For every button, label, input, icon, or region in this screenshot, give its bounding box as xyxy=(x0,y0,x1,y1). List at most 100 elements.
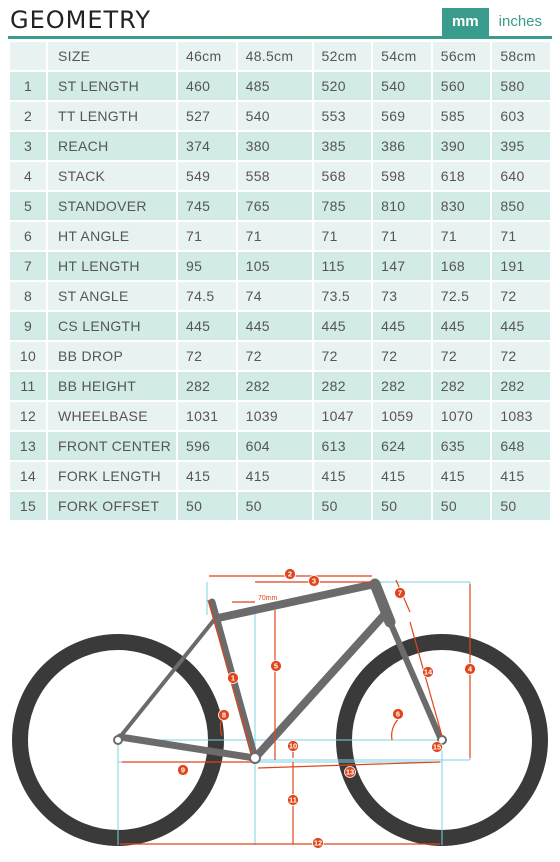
table-header-size-col: 56cm xyxy=(432,42,491,70)
diagram-marker: 6 xyxy=(392,708,404,720)
table-cell: 765 xyxy=(237,192,312,220)
table-cell: 50 xyxy=(237,492,312,520)
table-cell: 569 xyxy=(373,102,431,130)
table-row: 12 WHEELBASE 1031 1039 1047 1059 1070 1083 xyxy=(10,402,550,430)
row-number: 4 xyxy=(10,162,46,190)
table-cell: 585 xyxy=(432,102,491,130)
table-cell: 73 xyxy=(373,282,431,310)
table-cell: 415 xyxy=(373,462,431,490)
diagram-marker: 2 xyxy=(284,568,296,580)
table-cell: 785 xyxy=(313,192,372,220)
marker-label: 12 xyxy=(314,839,322,848)
table-cell: 568 xyxy=(313,162,372,190)
table-header-size-col: 48.5cm xyxy=(237,42,312,70)
table-cell: 386 xyxy=(373,132,431,160)
table-cell: 415 xyxy=(313,462,372,490)
table-cell: 374 xyxy=(178,132,236,160)
marker-label: 4 xyxy=(468,665,473,674)
row-label: REACH xyxy=(48,132,176,160)
row-number: 7 xyxy=(10,252,46,280)
table-cell: 527 xyxy=(178,102,236,130)
table-cell: 445 xyxy=(237,312,312,340)
marker-label: 14 xyxy=(424,668,433,677)
table-header-num xyxy=(10,42,46,70)
unit-toggle: mm inches xyxy=(441,8,552,36)
table-cell: 191 xyxy=(492,252,550,280)
diagram-marker: 8 xyxy=(218,709,230,721)
marker-label: 8 xyxy=(222,711,226,720)
row-number: 14 xyxy=(10,462,46,490)
row-label: HT LENGTH xyxy=(48,252,176,280)
unit-inches-button[interactable]: inches xyxy=(498,13,542,30)
marker-label: 3 xyxy=(312,577,316,586)
table-cell: 1039 xyxy=(237,402,312,430)
chainstay xyxy=(116,733,259,762)
bike-geometry-diagram: 70mm 1 2 3 4 5 6 7 8 9 10 11 12 13 14 15 xyxy=(0,540,560,862)
diagram-marker: 3 xyxy=(308,575,320,587)
table-cell: 830 xyxy=(432,192,491,220)
table-cell: 850 xyxy=(492,192,550,220)
table-cell: 415 xyxy=(178,462,236,490)
down-tube xyxy=(251,610,389,762)
table-cell: 745 xyxy=(178,192,236,220)
table-header-size-col: 52cm xyxy=(313,42,372,70)
table-cell: 72 xyxy=(492,282,550,310)
table-cell: 50 xyxy=(178,492,236,520)
table-cell: 445 xyxy=(178,312,236,340)
table-cell: 282 xyxy=(492,372,550,400)
table-cell: 460 xyxy=(178,72,236,100)
table-cell: 71 xyxy=(492,222,550,250)
row-number: 15 xyxy=(10,492,46,520)
table-cell: 71 xyxy=(373,222,431,250)
table-cell: 445 xyxy=(492,312,550,340)
table-cell: 1047 xyxy=(313,402,372,430)
unit-mm-button[interactable]: mm xyxy=(441,8,489,36)
table-cell: 380 xyxy=(237,132,312,160)
table-cell: 604 xyxy=(237,432,312,460)
table-row: 15 FORK OFFSET 50 50 50 50 50 50 xyxy=(10,492,550,520)
table-cell: 560 xyxy=(432,72,491,100)
table-cell: 74.5 xyxy=(178,282,236,310)
row-number: 3 xyxy=(10,132,46,160)
table-cell: 282 xyxy=(432,372,491,400)
table-cell: 445 xyxy=(373,312,431,340)
table-row: 9 CS LENGTH 445 445 445 445 445 445 xyxy=(10,312,550,340)
table-cell: 395 xyxy=(492,132,550,160)
row-label: STACK xyxy=(48,162,176,190)
table-cell: 73.5 xyxy=(313,282,372,310)
bike-frame xyxy=(116,578,445,762)
row-label: ST ANGLE xyxy=(48,282,176,310)
row-number: 1 xyxy=(10,72,46,100)
marker-label: 9 xyxy=(181,766,185,775)
bottom-bracket xyxy=(249,752,261,764)
row-label: FORK OFFSET xyxy=(48,492,176,520)
table-cell: 618 xyxy=(432,162,491,190)
marker-label: 11 xyxy=(289,796,297,805)
table-cell: 558 xyxy=(237,162,312,190)
marker-label: 15 xyxy=(433,743,441,752)
table-cell: 635 xyxy=(432,432,491,460)
table-cell: 72 xyxy=(178,342,236,370)
diagram-marker: 10 xyxy=(287,740,299,752)
geometry-table-body: 1 ST LENGTH 460 485 520 540 560 580 2 TT LENGTH 52… xyxy=(10,72,550,520)
diagram-marker: 5 xyxy=(270,660,282,672)
offset-label: 70mm xyxy=(258,595,278,602)
row-label: HT ANGLE xyxy=(48,222,176,250)
table-cell: 71 xyxy=(313,222,372,250)
geometry-table: SIZE 46cm 48.5cm 52cm 54cm 56cm 58cm 1 ST… xyxy=(8,40,552,522)
table-cell: 72 xyxy=(432,342,491,370)
row-label: STANDOVER xyxy=(48,192,176,220)
table-cell: 95 xyxy=(178,252,236,280)
table-row: 10 BB DROP 72 72 72 72 72 72 xyxy=(10,342,550,370)
table-header-size-col: 54cm xyxy=(373,42,431,70)
table-cell: 50 xyxy=(373,492,431,520)
table-cell: 71 xyxy=(432,222,491,250)
marker-label: 7 xyxy=(398,589,402,598)
table-cell: 390 xyxy=(432,132,491,160)
table-cell: 72 xyxy=(313,342,372,370)
table-cell: 1031 xyxy=(178,402,236,430)
table-cell: 415 xyxy=(237,462,312,490)
table-cell: 50 xyxy=(313,492,372,520)
table-cell: 596 xyxy=(178,432,236,460)
